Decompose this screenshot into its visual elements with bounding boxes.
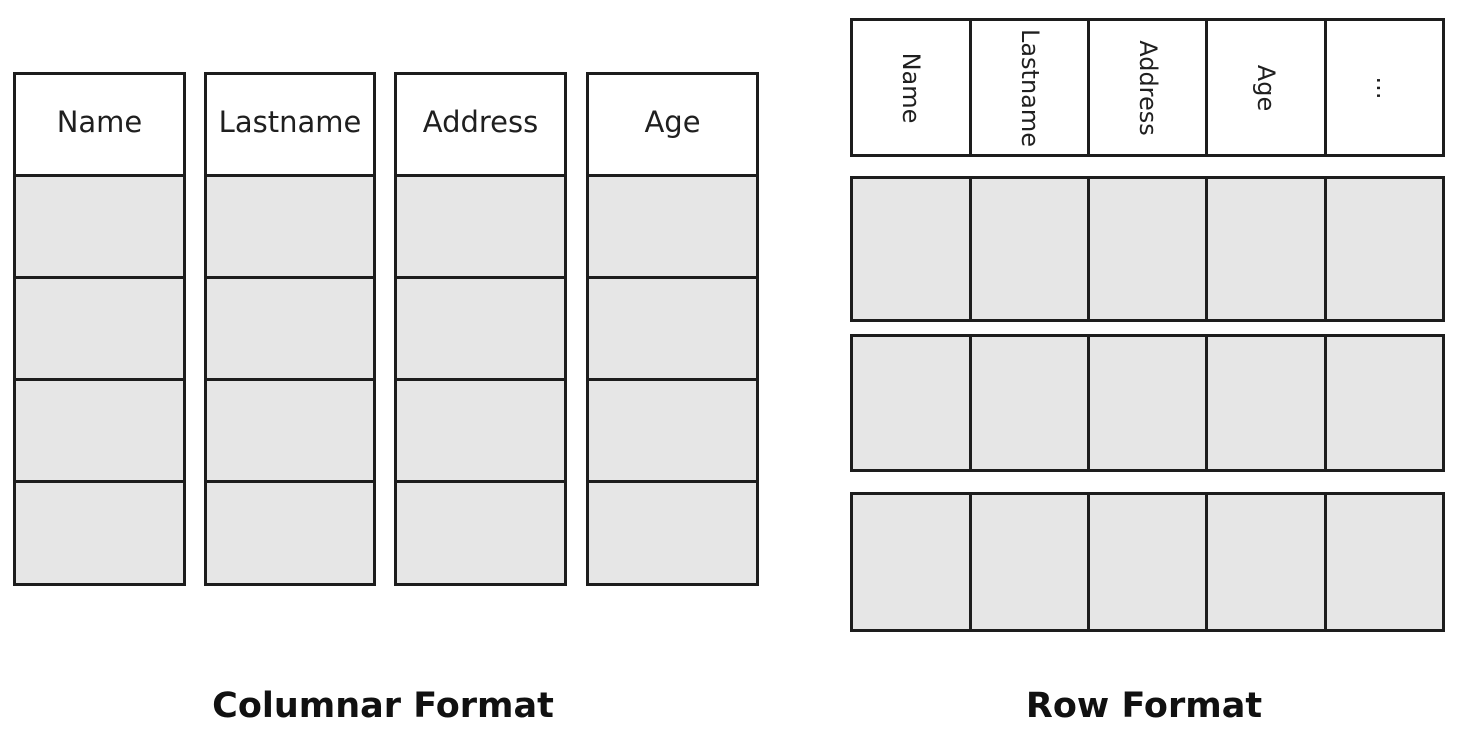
- columnar-data-cell: [204, 378, 376, 483]
- columnar-header-label: Lastname: [218, 104, 362, 139]
- row-data-cell: [1324, 492, 1445, 632]
- columnar-data-cell: [394, 480, 567, 586]
- columnar-header-label: Address: [422, 104, 539, 139]
- columnar-data-cell: [394, 378, 567, 483]
- columnar-header-cell: Address: [394, 72, 567, 177]
- columnar-data-cell: [394, 174, 567, 279]
- row-header-label: Address: [1133, 39, 1162, 136]
- columnar-header-label: Name: [56, 104, 143, 139]
- row-format-caption: Row Format: [1025, 686, 1263, 726]
- row-header-label: Lastname: [1015, 28, 1044, 147]
- columnar-data-cell: [394, 276, 567, 381]
- row-data-cell: [850, 492, 972, 632]
- row-header-cell: ...: [1324, 18, 1445, 157]
- columnar-data-cell: [586, 480, 759, 586]
- columnar-format-caption: Columnar Format: [212, 686, 554, 726]
- row-data-cell: [850, 176, 972, 322]
- row-data-cell: [969, 334, 1090, 472]
- columnar-data-cell: [204, 480, 376, 586]
- row-header-label: Age: [1252, 64, 1280, 111]
- row-header-cell: Name: [850, 18, 972, 157]
- columnar-data-cell: [586, 174, 759, 279]
- row-data-cell: [1087, 176, 1208, 322]
- columnar-data-cell: [204, 174, 376, 279]
- columnar-data-cell: [13, 276, 186, 381]
- row-header-cell: Address: [1087, 18, 1208, 157]
- row-header-cell: Lastname: [969, 18, 1090, 157]
- columnar-header-label: Age: [644, 104, 701, 139]
- row-data-cell: [1205, 334, 1327, 472]
- row-data-cell: [1205, 176, 1327, 322]
- row-data-cell: [969, 492, 1090, 632]
- row-data-cell: [850, 334, 972, 472]
- row-header-label: ...: [1370, 76, 1399, 99]
- columnar-data-cell: [204, 276, 376, 381]
- columnar-header-cell: Lastname: [204, 72, 376, 177]
- columnar-data-cell: [586, 276, 759, 381]
- columnar-data-cell: [13, 378, 186, 483]
- columnar-data-cell: [13, 480, 186, 586]
- row-data-cell: [969, 176, 1090, 322]
- columnar-header-cell: Name: [13, 72, 186, 177]
- row-header-cell: Age: [1205, 18, 1327, 157]
- columnar-data-cell: [586, 378, 759, 483]
- row-data-cell: [1324, 176, 1445, 322]
- row-data-cell: [1324, 334, 1445, 472]
- columnar-data-cell: [13, 174, 186, 279]
- row-header-label: Name: [897, 52, 925, 123]
- row-data-cell: [1205, 492, 1327, 632]
- columnar-header-cell: Age: [586, 72, 759, 177]
- row-data-cell: [1087, 492, 1208, 632]
- row-data-cell: [1087, 334, 1208, 472]
